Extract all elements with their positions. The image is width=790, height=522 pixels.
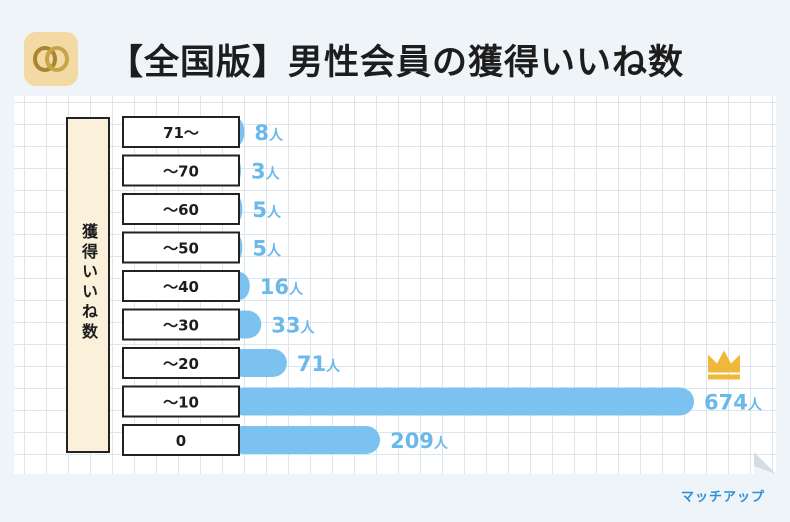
category-label: 71〜 xyxy=(163,124,199,142)
y-axis-label: 獲得いいね数 xyxy=(79,223,98,343)
value-label: 71人 xyxy=(297,352,341,376)
value-label: 5人 xyxy=(252,237,282,261)
page-title: 【全国版】男性会員の獲得いいね数 xyxy=(108,43,685,83)
category-box xyxy=(122,308,240,341)
category-label: 〜30 xyxy=(163,317,199,335)
category-box xyxy=(122,231,240,264)
category-box xyxy=(122,270,240,302)
category-box xyxy=(122,424,240,456)
category-box xyxy=(122,347,240,379)
rings-icon xyxy=(33,46,69,72)
value-label: 5人 xyxy=(252,198,282,222)
category-label: 〜70 xyxy=(163,163,199,181)
category-label: 〜10 xyxy=(163,394,199,412)
bar xyxy=(229,426,381,454)
header: 【全国版】男性会員の獲得いいね数 xyxy=(0,0,790,95)
crown-icon xyxy=(708,350,740,380)
brand-logo-text: マッチアップ xyxy=(681,490,766,505)
value-label: 33人 xyxy=(271,314,315,338)
category-label: 〜20 xyxy=(163,355,199,373)
category-box xyxy=(122,193,240,225)
category-box xyxy=(122,154,240,187)
category-label: 〜40 xyxy=(163,278,199,296)
value-label: 16人 xyxy=(260,275,304,299)
category-label: 〜60 xyxy=(163,201,199,219)
category-label: 〜50 xyxy=(163,240,199,258)
bar xyxy=(229,349,287,377)
category-label: 0 xyxy=(176,432,186,450)
page-fold-corner xyxy=(754,452,776,474)
value-label: 674人 xyxy=(704,391,763,415)
value-label: 8人 xyxy=(254,121,284,145)
value-label: 3人 xyxy=(251,160,281,184)
category-box xyxy=(122,116,240,148)
app-logo xyxy=(24,32,78,86)
category-box xyxy=(122,385,240,418)
brand-logo: マッチアップ xyxy=(681,486,765,505)
value-label: 209人 xyxy=(390,429,449,453)
y-axis-label-box: 獲得いいね数 xyxy=(66,117,110,453)
bar xyxy=(229,387,694,416)
